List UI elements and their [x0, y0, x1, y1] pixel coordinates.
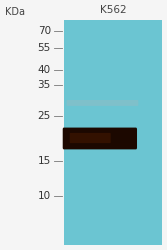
- Text: 25: 25: [38, 112, 51, 122]
- Text: 55: 55: [38, 43, 51, 53]
- Text: 70: 70: [38, 26, 51, 36]
- Text: KDa: KDa: [5, 7, 25, 17]
- Bar: [64, 20, 162, 245]
- Text: 10: 10: [38, 191, 51, 201]
- Text: 35: 35: [38, 80, 51, 90]
- Text: K562: K562: [100, 5, 126, 15]
- Text: 40: 40: [38, 65, 51, 75]
- Text: 15: 15: [38, 156, 51, 166]
- FancyBboxPatch shape: [67, 100, 138, 106]
- FancyBboxPatch shape: [70, 133, 111, 143]
- FancyBboxPatch shape: [63, 128, 137, 150]
